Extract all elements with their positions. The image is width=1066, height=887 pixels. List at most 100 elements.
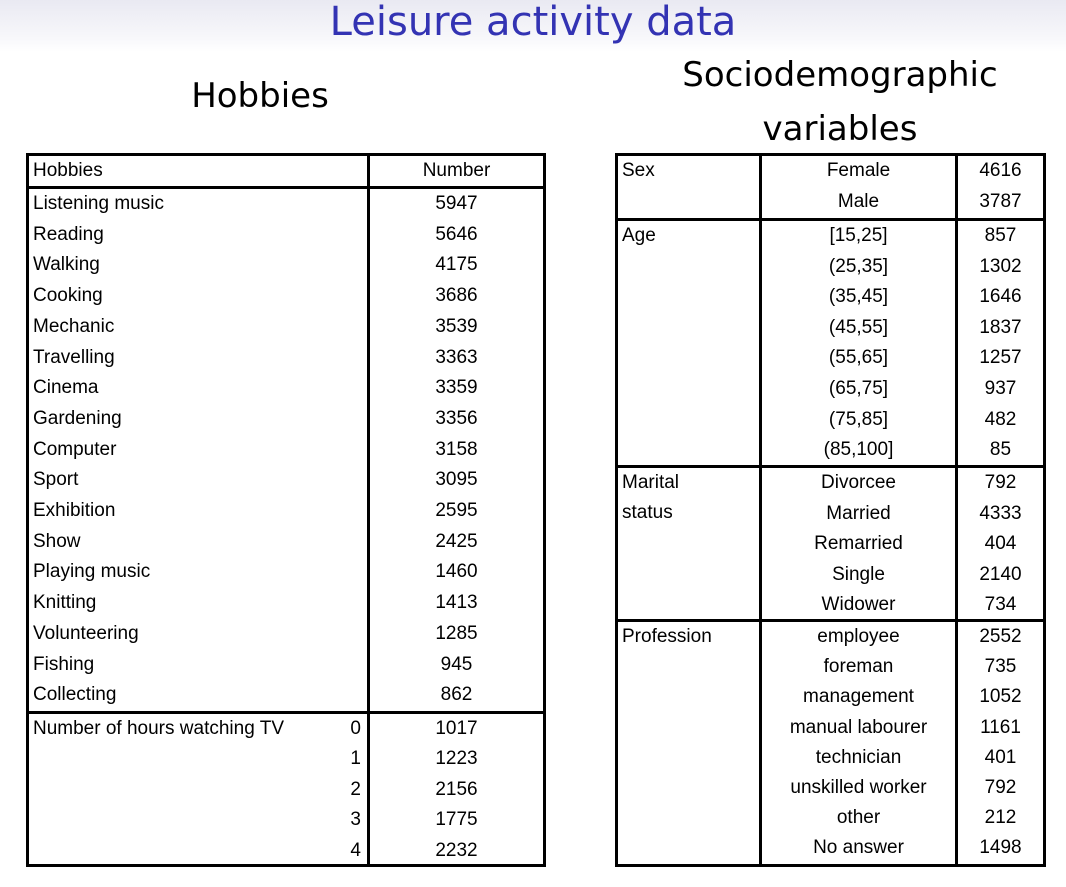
hobby-name: Walking: [33, 254, 100, 276]
hobby-count: 1285: [435, 622, 478, 644]
marital-category: Married: [826, 502, 891, 524]
profession-category: foreman: [823, 656, 894, 678]
hobby-name: Gardening: [33, 407, 122, 429]
tv-hours-count: 2232: [435, 839, 478, 861]
hobby-count: 3363: [435, 346, 478, 368]
hobby-count: 5646: [435, 223, 478, 245]
marital-category: Divorcee: [821, 472, 896, 493]
sex-count: 4616: [979, 160, 1022, 181]
hobby-name: Fishing: [33, 653, 95, 675]
hobby-name: Cooking: [33, 285, 103, 307]
title-banner: [0, 0, 1066, 52]
column-divider: [367, 156, 370, 864]
tv-hours: 0: [350, 718, 361, 739]
socio-heading-line2: variables: [762, 109, 918, 149]
marital-category: Remarried: [814, 533, 903, 555]
hobby-count: 1413: [435, 592, 478, 614]
hobby-count: 1460: [435, 561, 478, 583]
profession-count: 212: [984, 807, 1017, 829]
marital-count: 2140: [979, 563, 1022, 585]
profession-label: Profession: [622, 626, 712, 647]
profession-count: 401: [984, 746, 1017, 768]
hobby-name: Listening music: [33, 193, 164, 214]
sex-category: Male: [837, 191, 880, 212]
section-divider: [29, 711, 543, 714]
sex-label: Sex: [622, 160, 655, 181]
tv-hours: 2: [350, 778, 361, 800]
age-count: 937: [984, 378, 1017, 399]
hobby-count: 3686: [435, 285, 478, 307]
age-count: 1257: [979, 347, 1022, 369]
age-count: 85: [989, 439, 1012, 461]
profession-category: manual labourer: [789, 716, 928, 738]
marital-label-line2: status: [622, 502, 673, 523]
header-divider: [29, 186, 543, 189]
hobby-name: Cinema: [33, 377, 99, 399]
age-category: (25,35]: [828, 255, 889, 277]
age-category: (45,55]: [828, 316, 889, 338]
tv-hours-count: 2156: [435, 778, 478, 800]
hobby-count: 3095: [435, 469, 478, 491]
hobby-count: 3158: [435, 438, 478, 460]
profession-count: 735: [984, 656, 1017, 678]
hobby-name: Travelling: [33, 346, 115, 368]
socio-table: Sex Age Marital status Profession Female…: [615, 153, 1046, 867]
marital-label-line1: Marital: [622, 472, 680, 493]
hobby-name: Show: [33, 530, 81, 552]
tv-hours-count: 1775: [435, 809, 478, 831]
profession-count: 1161: [980, 716, 1021, 738]
profession-count: 1498: [979, 837, 1022, 859]
age-count: 857: [984, 225, 1017, 246]
hobby-count: 5947: [435, 193, 478, 214]
column-divider-2: [955, 156, 958, 864]
marital-count: 792: [984, 472, 1017, 493]
marital-category: Widower: [821, 594, 896, 616]
profession-category: unskilled worker: [790, 777, 927, 798]
marital-category: Single: [832, 563, 885, 585]
profession-category: employee: [817, 626, 900, 647]
header-hobbies: Hobbies: [33, 160, 103, 181]
age-count: 1646: [979, 286, 1022, 308]
hobby-name: Volunteering: [33, 622, 139, 644]
profession-category: technician: [815, 746, 902, 768]
age-count: 1302: [979, 255, 1022, 277]
hobbies-heading: Hobbies: [191, 76, 329, 116]
age-category: (85,100]: [823, 439, 894, 461]
sex-count: 3787: [979, 191, 1022, 212]
hobby-name: Mechanic: [33, 315, 115, 337]
hobby-name: Exhibition: [33, 500, 116, 521]
profession-category: other: [836, 807, 881, 829]
hobby-name: Knitting: [33, 592, 97, 614]
hobby-count: 3359: [435, 377, 478, 399]
sex-category: Female: [826, 160, 891, 181]
header-number: Number: [422, 160, 491, 181]
age-category: (65,75]: [828, 378, 889, 399]
hobby-count: 3539: [435, 315, 478, 337]
slide-title: Leisure activity data: [329, 0, 737, 45]
sex-divider: [618, 218, 1043, 221]
hobby-name: Playing music: [33, 561, 151, 583]
tv-hours-count: 1223: [435, 748, 478, 770]
hobby-name: Reading: [33, 223, 104, 245]
socio-heading-line1: Sociodemographic: [682, 55, 998, 95]
age-count: 1837: [979, 316, 1022, 338]
marital-count: 404: [984, 533, 1017, 555]
tv-hours-count: 1017: [435, 718, 478, 739]
tv-hours: 1: [350, 748, 361, 770]
marital-divider: [618, 619, 1043, 622]
hobby-count: 945: [440, 653, 473, 675]
tv-hours: 3: [350, 809, 361, 831]
hobby-name: Sport: [33, 469, 79, 491]
marital-count: 4333: [979, 502, 1022, 524]
age-label: Age: [622, 225, 656, 246]
tv-hours: 4: [350, 839, 361, 861]
profession-count: 2552: [979, 626, 1022, 647]
hobby-count: 862: [440, 684, 473, 706]
profession-category: management: [803, 686, 914, 708]
age-category: (75,85]: [828, 408, 889, 430]
hobby-name: Computer: [33, 438, 117, 460]
profession-category: No answer: [813, 837, 904, 859]
hobby-name: Collecting: [33, 684, 117, 706]
age-category: [15,25]: [829, 225, 888, 246]
profession-count: 792: [984, 777, 1017, 798]
